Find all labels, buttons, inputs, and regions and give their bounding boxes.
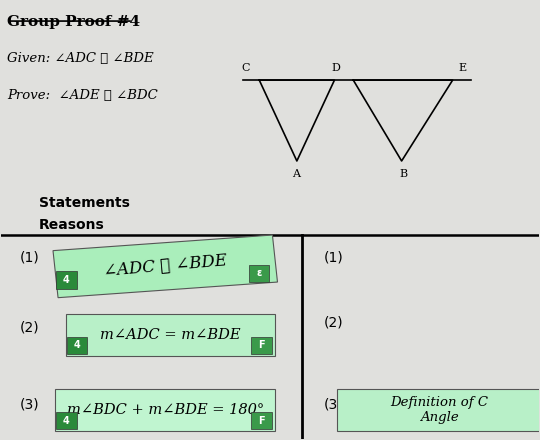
FancyBboxPatch shape <box>56 271 77 289</box>
Text: Statements: Statements <box>39 196 130 210</box>
Text: 4: 4 <box>63 416 70 425</box>
Text: C: C <box>241 63 250 73</box>
Text: (1): (1) <box>323 250 343 264</box>
Text: (1): (1) <box>20 250 40 264</box>
FancyBboxPatch shape <box>56 412 77 429</box>
Text: ∠ADC ≅ ∠BDE: ∠ADC ≅ ∠BDE <box>103 253 228 280</box>
Text: Definition of C
Angle: Definition of C Angle <box>390 396 488 424</box>
FancyBboxPatch shape <box>67 337 87 354</box>
Text: (2): (2) <box>20 320 40 334</box>
FancyBboxPatch shape <box>251 412 272 429</box>
Text: F: F <box>258 416 265 425</box>
Text: Prove:  ∠ADE ≅ ∠BDC: Prove: ∠ADE ≅ ∠BDC <box>7 89 158 102</box>
Text: Group Proof #4: Group Proof #4 <box>7 15 140 29</box>
Text: 4: 4 <box>63 275 70 285</box>
FancyBboxPatch shape <box>55 389 275 431</box>
Text: m∠BDC + m∠BDE = 180°: m∠BDC + m∠BDE = 180° <box>66 403 264 417</box>
FancyBboxPatch shape <box>66 314 275 356</box>
FancyBboxPatch shape <box>53 235 278 298</box>
Text: (2): (2) <box>323 316 343 330</box>
FancyBboxPatch shape <box>251 337 272 354</box>
Text: Reasons: Reasons <box>39 218 105 232</box>
Text: F: F <box>258 341 265 351</box>
Text: A: A <box>292 169 300 179</box>
Text: ε: ε <box>256 268 261 279</box>
Text: E: E <box>458 63 467 73</box>
FancyBboxPatch shape <box>248 264 269 282</box>
Text: m∠ADC = m∠BDE: m∠ADC = m∠BDE <box>100 328 241 342</box>
Text: 4: 4 <box>74 341 80 351</box>
Text: D: D <box>331 63 340 73</box>
Text: (3): (3) <box>323 397 343 411</box>
Text: B: B <box>399 169 407 179</box>
Text: (3): (3) <box>20 397 40 411</box>
FancyBboxPatch shape <box>337 389 540 431</box>
Text: Given: ∠ADC ≅ ∠BDE: Given: ∠ADC ≅ ∠BDE <box>7 51 153 65</box>
